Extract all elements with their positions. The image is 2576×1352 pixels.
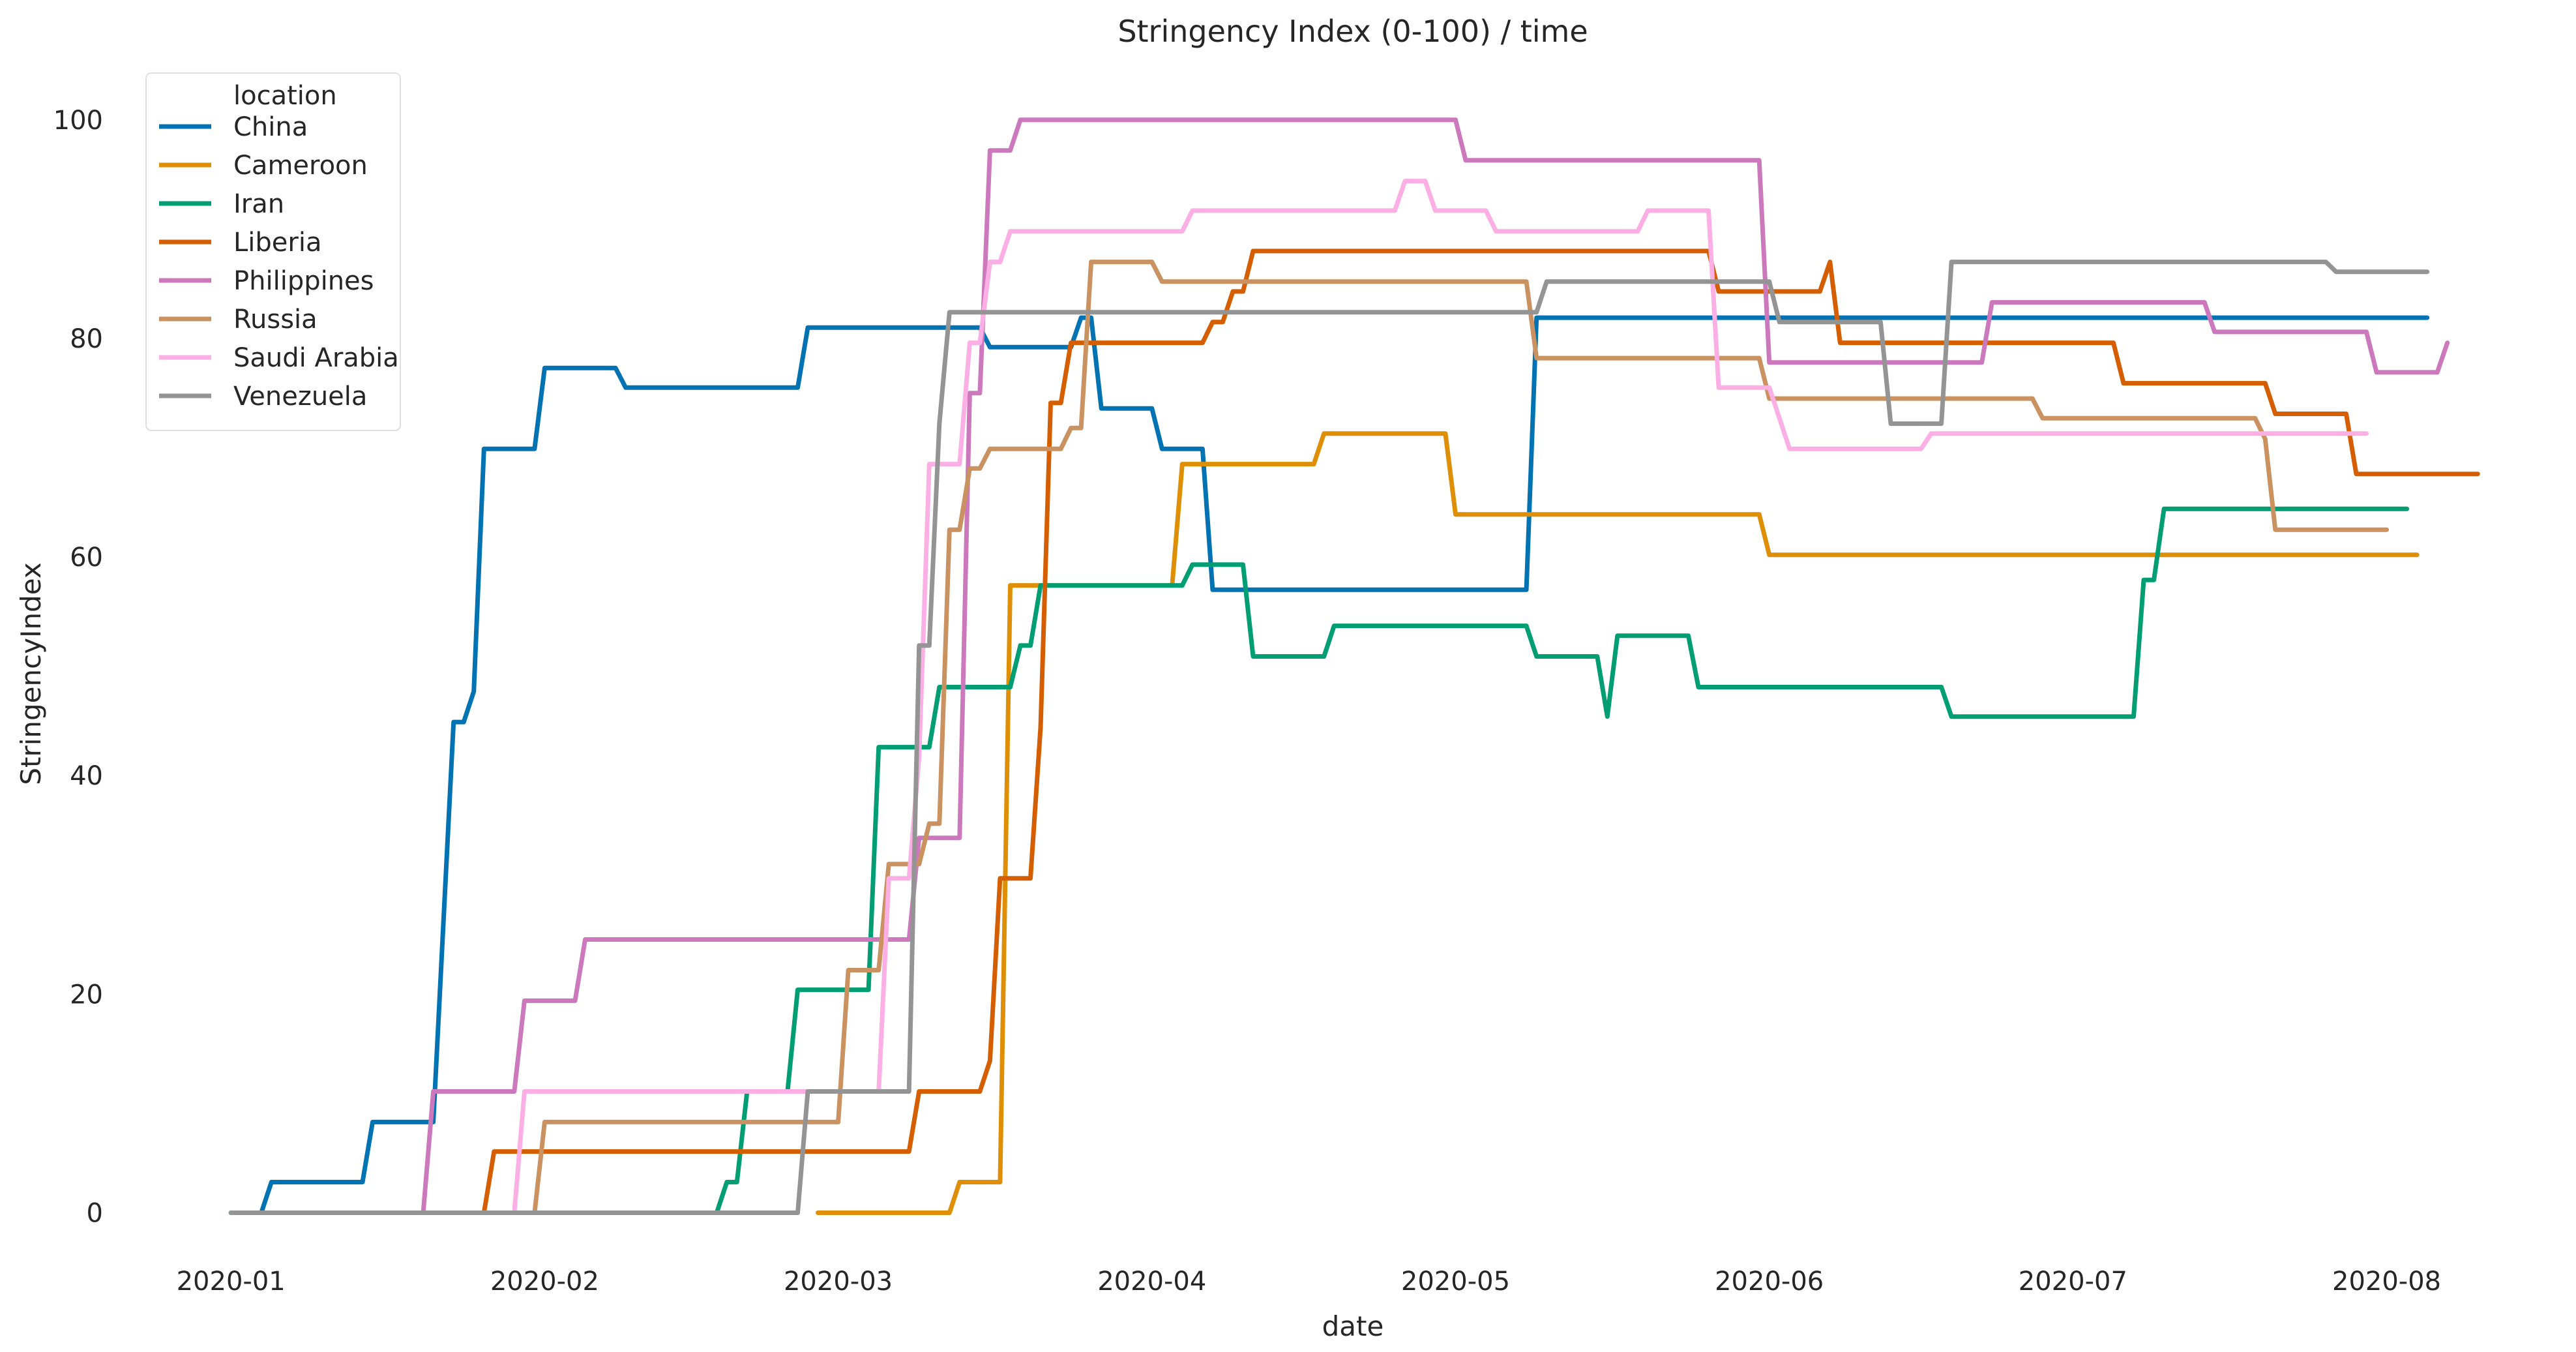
- chart-title: Stringency Index (0-100) / time: [1118, 14, 1588, 49]
- legend-label-china: China: [233, 112, 308, 142]
- series-line-philippines: [421, 117, 2450, 1215]
- legend-label-saudi-arabia: Saudi Arabia: [233, 343, 399, 373]
- x-tick-label: 2020-01: [177, 1267, 286, 1297]
- x-tick-label: 2020-02: [490, 1267, 599, 1297]
- series-line-china: [228, 315, 2430, 1215]
- series-line-venezuela: [228, 260, 2430, 1215]
- series-line-saudi-arabia: [512, 179, 2369, 1215]
- x-tick-label: 2020-08: [2332, 1267, 2441, 1297]
- x-tick-label: 2020-03: [784, 1267, 893, 1297]
- legend-label-philippines: Philippines: [233, 266, 374, 296]
- legend-label-russia: Russia: [233, 305, 318, 335]
- y-tick-label: 20: [70, 980, 103, 1010]
- legend-frame: [145, 72, 401, 431]
- legend-title: location: [233, 81, 337, 111]
- y-axis-title: StringencyIndex: [15, 562, 47, 785]
- x-axis-ticks: 2020-01 2020-02 2020-03 2020-04 2020-05 2020-…: [177, 1267, 2442, 1297]
- legend-label-venezuela: Venezuela: [233, 382, 367, 412]
- y-tick-label: 80: [70, 324, 103, 354]
- series-line-russia: [532, 260, 2390, 1215]
- legend-label-iran: Iran: [233, 189, 284, 219]
- x-tick-label: 2020-06: [1715, 1267, 1824, 1297]
- legend-label-cameroon: Cameroon: [233, 151, 368, 181]
- y-tick-label: 40: [70, 761, 103, 791]
- legend: location China Cameroon Iran Liberia Philipp…: [145, 72, 401, 431]
- y-tick-label: 60: [70, 543, 103, 573]
- y-tick-label: 0: [87, 1198, 103, 1228]
- series-lines: [228, 117, 2480, 1215]
- x-tick-label: 2020-07: [2019, 1267, 2127, 1297]
- legend-label-liberia: Liberia: [233, 228, 321, 258]
- x-tick-label: 2020-05: [1401, 1267, 1510, 1297]
- series-line-iran: [228, 506, 2410, 1215]
- series-line-cameroon: [816, 431, 2420, 1215]
- series-line-liberia: [481, 248, 2480, 1215]
- y-axis-ticks: 0 20 40 60 80 100: [53, 106, 103, 1229]
- x-tick-label: 2020-04: [1097, 1267, 1206, 1297]
- y-tick-label: 100: [53, 106, 103, 136]
- x-axis-title: date: [1322, 1310, 1384, 1342]
